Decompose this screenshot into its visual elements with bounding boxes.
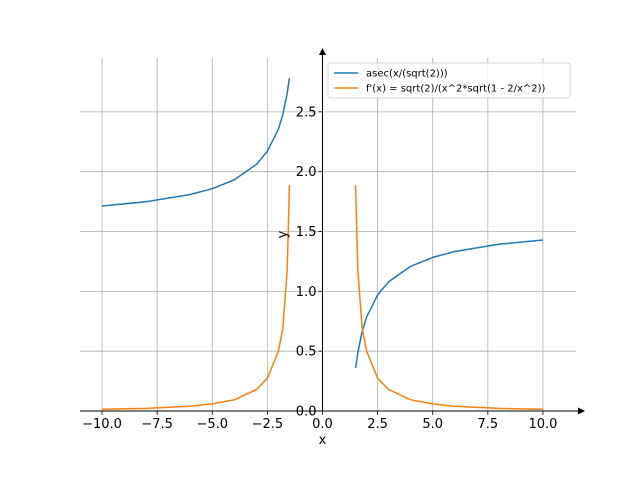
y-tick-label: 1.5 <box>296 225 317 240</box>
y-tick-label: 2.5 <box>296 105 317 120</box>
series-line-1-segment-2 <box>354 239 543 369</box>
x-tick-label: −7.5 <box>141 417 173 432</box>
grid <box>80 58 576 412</box>
legend-label-1: asec(x/(sqrt(2))) <box>366 69 448 80</box>
x-tick-label: 10.0 <box>528 417 557 432</box>
plot-lines <box>101 77 543 411</box>
series-line-2-segment-1 <box>101 185 291 411</box>
y-tick-label: 0.0 <box>296 405 317 420</box>
y-axis-label: y <box>275 230 290 238</box>
x-tick-label: 0.0 <box>312 417 333 432</box>
x-tick-label: 5.0 <box>422 417 443 432</box>
legend: asec(x/(sqrt(2))) f'(x) = sqrt(2)/(x^2*sq… <box>327 62 571 99</box>
x-tick-label: −5.0 <box>196 417 228 432</box>
x-tick-label: −10.0 <box>82 417 122 432</box>
series-line-2-segment-2 <box>354 185 543 411</box>
x-tick-label: 2.5 <box>367 417 388 432</box>
x-axis-arrow-icon <box>578 407 585 415</box>
x-tick-label: 7.5 <box>477 417 498 432</box>
ticks: −10.0 −7.5 −5.0 −2.5 0.0 2.5 5.0 7.5 10.0 0.0 0.5 1… <box>82 105 557 432</box>
y-tick-label: 0.5 <box>296 345 317 360</box>
legend-box <box>327 62 571 99</box>
y-tick-label: 1.0 <box>296 285 317 300</box>
y-axis-arrow-icon <box>318 48 326 55</box>
legend-label-2: f'(x) = sqrt(2)/(x^2*sqrt(1 - 2/x^2)) <box>366 84 546 95</box>
series-line-1-segment-1 <box>101 77 291 207</box>
x-tick-label: −2.5 <box>252 417 284 432</box>
y-tick-label: 2.0 <box>296 165 317 180</box>
x-axis-label: x <box>319 433 327 448</box>
